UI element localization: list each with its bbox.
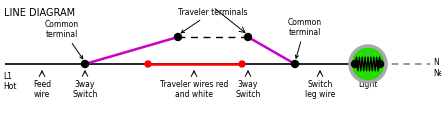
Circle shape: [244, 34, 251, 41]
Text: 3way
Switch: 3way Switch: [72, 79, 98, 99]
Circle shape: [377, 61, 384, 68]
Text: Light: Light: [358, 79, 377, 88]
Text: Common
terminal: Common terminal: [288, 18, 322, 59]
Circle shape: [350, 47, 386, 82]
Text: Traveler wires red
and white: Traveler wires red and white: [160, 79, 228, 99]
Circle shape: [175, 34, 182, 41]
Text: Feed
wire: Feed wire: [33, 79, 51, 99]
Circle shape: [145, 61, 151, 67]
Circle shape: [82, 61, 89, 68]
Text: Switch
leg wire: Switch leg wire: [305, 79, 335, 99]
Circle shape: [239, 61, 245, 67]
Circle shape: [351, 61, 359, 68]
Text: L1
Hot: L1 Hot: [3, 71, 16, 91]
Text: LINE DIAGRAM: LINE DIAGRAM: [4, 8, 75, 18]
Circle shape: [292, 61, 299, 68]
Text: Traveler terminals: Traveler terminals: [178, 8, 248, 34]
Text: N
Neutral: N Neutral: [433, 58, 441, 77]
Text: 3way
Switch: 3way Switch: [235, 79, 261, 99]
Text: Common
terminal: Common terminal: [45, 20, 83, 59]
